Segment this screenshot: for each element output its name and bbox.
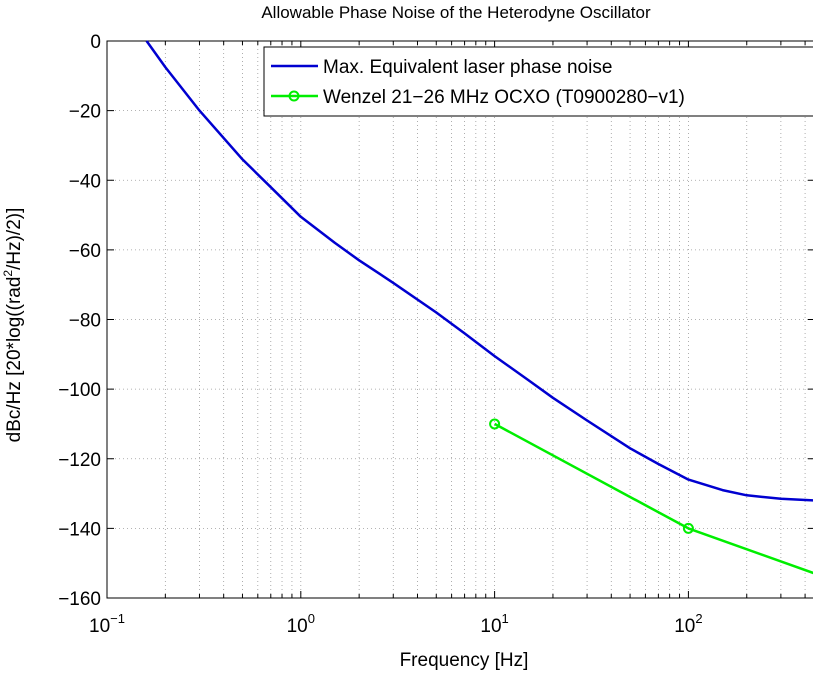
chart-title: Allowable Phase Noise of the Heterodyne … <box>261 3 651 22</box>
y-tick-label: −80 <box>69 311 101 332</box>
series-line-1 <box>494 422 813 575</box>
y-tick-label: 0 <box>90 32 101 53</box>
y-tick-label: −40 <box>69 171 101 192</box>
x-tick-label-base: 10 <box>480 616 501 637</box>
legend-label-laser: Max. Equivalent laser phase noise <box>323 57 612 78</box>
y-tick-label: −60 <box>69 241 101 262</box>
x-tick-label-base: 10 <box>674 616 695 637</box>
grid-lines <box>106 40 813 599</box>
x-tick-label: 10−1 <box>89 611 125 637</box>
y-tick-label: −160 <box>58 589 101 610</box>
x-tick-label-exponent: 1 <box>502 611 509 626</box>
legend-marker-wenzel <box>288 90 300 102</box>
legend: Max. Equivalent laser phase noise Wenzel… <box>263 46 813 117</box>
y-axis-label-prefix: dBc/Hz [20*log((rad <box>4 277 25 443</box>
x-tick-label-exponent: 0 <box>308 611 315 626</box>
series-point-1 <box>682 522 694 534</box>
y-tick-label: −20 <box>69 102 101 123</box>
x-tick-label-exponent: −1 <box>110 611 125 626</box>
y-axis-label-superscript: 2 <box>1 270 15 277</box>
y-axis-label: dBc/Hz [20*log((rad2/Hz)/2)] <box>1 208 25 443</box>
x-tick-label-base: 10 <box>89 616 110 637</box>
y-tick-label: −120 <box>58 450 101 471</box>
x-tick-label-base: 10 <box>287 616 308 637</box>
series-line-0 <box>145 40 813 502</box>
y-axis-label-suffix: /Hz)/2)] <box>4 208 25 270</box>
series-point-1 <box>489 418 501 430</box>
x-tick-label: 100 <box>287 611 315 637</box>
x-tick-label: 102 <box>674 611 702 637</box>
y-tick-label: −140 <box>58 519 101 540</box>
y-tick-label: −100 <box>58 380 101 401</box>
series-lines <box>145 40 813 575</box>
x-tick-label: 101 <box>480 611 508 637</box>
legend-box <box>263 46 813 117</box>
x-axis-label: Frequency [Hz] <box>400 650 529 671</box>
legend-label-wenzel: Wenzel 21−26 MHz OCXO (T0900280−v1) <box>323 87 685 108</box>
x-tick-label-exponent: 2 <box>695 611 702 626</box>
